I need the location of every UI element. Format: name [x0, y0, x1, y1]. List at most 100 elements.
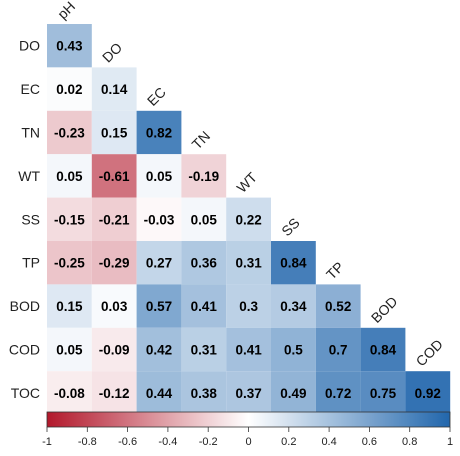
heatmap-cell [271, 371, 316, 415]
row-label: COD [9, 342, 40, 358]
cell-value-label: 0.84 [370, 343, 397, 358]
cell-value-label: -0.15 [54, 212, 85, 227]
colorbar-tick-label: -0.4 [158, 436, 177, 448]
heatmap-cell [181, 284, 227, 328]
cell-value-label: 0.36 [191, 256, 218, 271]
heatmap-cell [47, 24, 92, 68]
cell-value-label: 0.05 [56, 343, 83, 358]
heatmap-cell [91, 241, 137, 285]
cell-value-label: 0.22 [235, 212, 261, 227]
cell-value-label: 0.52 [325, 299, 351, 314]
cell-value-label: 0.31 [235, 256, 262, 271]
heatmap-cell [136, 154, 182, 198]
cell-value-label: 0.82 [146, 126, 172, 141]
heatmap-cell [271, 284, 316, 328]
heatmap-cell [91, 197, 137, 241]
cell-value-label: 0.92 [415, 386, 441, 401]
heatmap-cell [181, 327, 227, 372]
column-label: BOD [368, 293, 401, 326]
heatmap-cell [47, 327, 92, 372]
cell-value-label: 0.42 [146, 343, 172, 358]
colorbar: -1 -0.8 -0.6 -0.4 -0.2 0 0.2 0.4 0.6 0.8 1 [42, 411, 453, 448]
heatmap-cell [47, 154, 92, 198]
heatmap-cell [181, 241, 227, 285]
row-label: TP [22, 255, 40, 271]
heatmap-cell [136, 371, 182, 415]
cell-value-label: -0.23 [54, 126, 85, 141]
colorbar-tick-label: 0.8 [402, 436, 417, 448]
column-label: DO [99, 39, 125, 65]
row-label: BOD [10, 298, 40, 314]
heatmap-cell [360, 371, 406, 415]
column-label: TP [323, 259, 347, 283]
column-label: EC [144, 84, 169, 109]
colorbar-gradient [46, 411, 451, 428]
cell-value-label: 0.41 [191, 299, 218, 314]
heatmap-cell [91, 67, 137, 111]
cell-value-label: -0.25 [54, 256, 85, 271]
colorbar-tick-label: 1 [447, 436, 453, 448]
heatmap-cell [91, 371, 137, 415]
cell-value-label: 0.84 [280, 256, 307, 271]
cell-value-label: 0.43 [56, 39, 83, 54]
cell-value-label: 0.05 [56, 169, 83, 184]
heatmap-cell [271, 241, 316, 285]
heatmap-cell [226, 371, 271, 415]
heatmap-cell [271, 327, 316, 372]
heatmap-cell [47, 284, 92, 328]
row-label: EC [21, 81, 40, 97]
cell-value-label: -0.09 [99, 343, 130, 358]
column-label: pH [54, 0, 78, 22]
heatmap-cell [91, 327, 137, 372]
heatmap-cell [181, 197, 227, 241]
colorbar-tick-label: -0.2 [199, 436, 218, 448]
cell-value-label: 0.72 [325, 386, 351, 401]
colorbar-tick-label: 0 [245, 436, 251, 448]
cell-value-label: 0.49 [280, 386, 306, 401]
heatmap-cell [136, 110, 182, 155]
heatmap-cell [136, 327, 182, 372]
column-label: WT [233, 169, 260, 196]
column-label: COD [413, 336, 446, 369]
row-label: TOC [11, 385, 40, 401]
heatmap-cell [91, 154, 137, 198]
colorbar-tick-label: 0.6 [362, 436, 377, 448]
heatmap-cell [47, 110, 92, 155]
cell-value-label: 0.15 [101, 126, 128, 141]
heatmap-cell [226, 284, 271, 328]
heatmap-cell [47, 67, 92, 111]
cell-value-label: 0.38 [191, 386, 218, 401]
column-label: TN [189, 128, 214, 153]
heatmap-cell [315, 371, 361, 415]
cell-value-label: 0.44 [146, 386, 173, 401]
row-label: TN [21, 125, 40, 141]
cell-value-label: -0.08 [54, 386, 85, 401]
row-labels: DO EC TN WT SS TP BOD COD TOC [9, 38, 41, 401]
heatmap-cell [360, 327, 406, 372]
heatmap-cells: 0.43 0.02 0.14 -0.23 0.15 0.82 0.05 -0.61 0.05 -0… [47, 24, 451, 415]
colorbar-tick-label: -1 [42, 436, 52, 448]
cell-value-label: -0.61 [99, 169, 130, 184]
heatmap-cell [91, 110, 137, 155]
cell-value-label: 0.03 [101, 299, 128, 314]
column-label: SS [278, 215, 303, 240]
heatmap-cell [136, 197, 182, 241]
cell-value-label: 0.31 [191, 343, 218, 358]
heatmap-cell [47, 241, 92, 285]
colorbar-tick-label: -0.8 [78, 436, 97, 448]
heatmap-cell [226, 197, 271, 241]
heatmap-cell [181, 371, 227, 415]
cell-value-label: -0.19 [188, 169, 219, 184]
colorbar-tick-label: 0.2 [281, 436, 296, 448]
row-label: WT [18, 168, 40, 184]
heatmap-cell [226, 327, 271, 372]
heatmap-cell [47, 371, 92, 415]
cell-value-label: 0.75 [370, 386, 397, 401]
heatmap-cell [136, 241, 182, 285]
cell-value-label: 0.15 [56, 299, 83, 314]
cell-value-label: -0.12 [99, 386, 130, 401]
cell-value-label: 0.41 [235, 343, 262, 358]
heatmap-cell [91, 284, 137, 328]
heatmap-cell [315, 327, 361, 372]
